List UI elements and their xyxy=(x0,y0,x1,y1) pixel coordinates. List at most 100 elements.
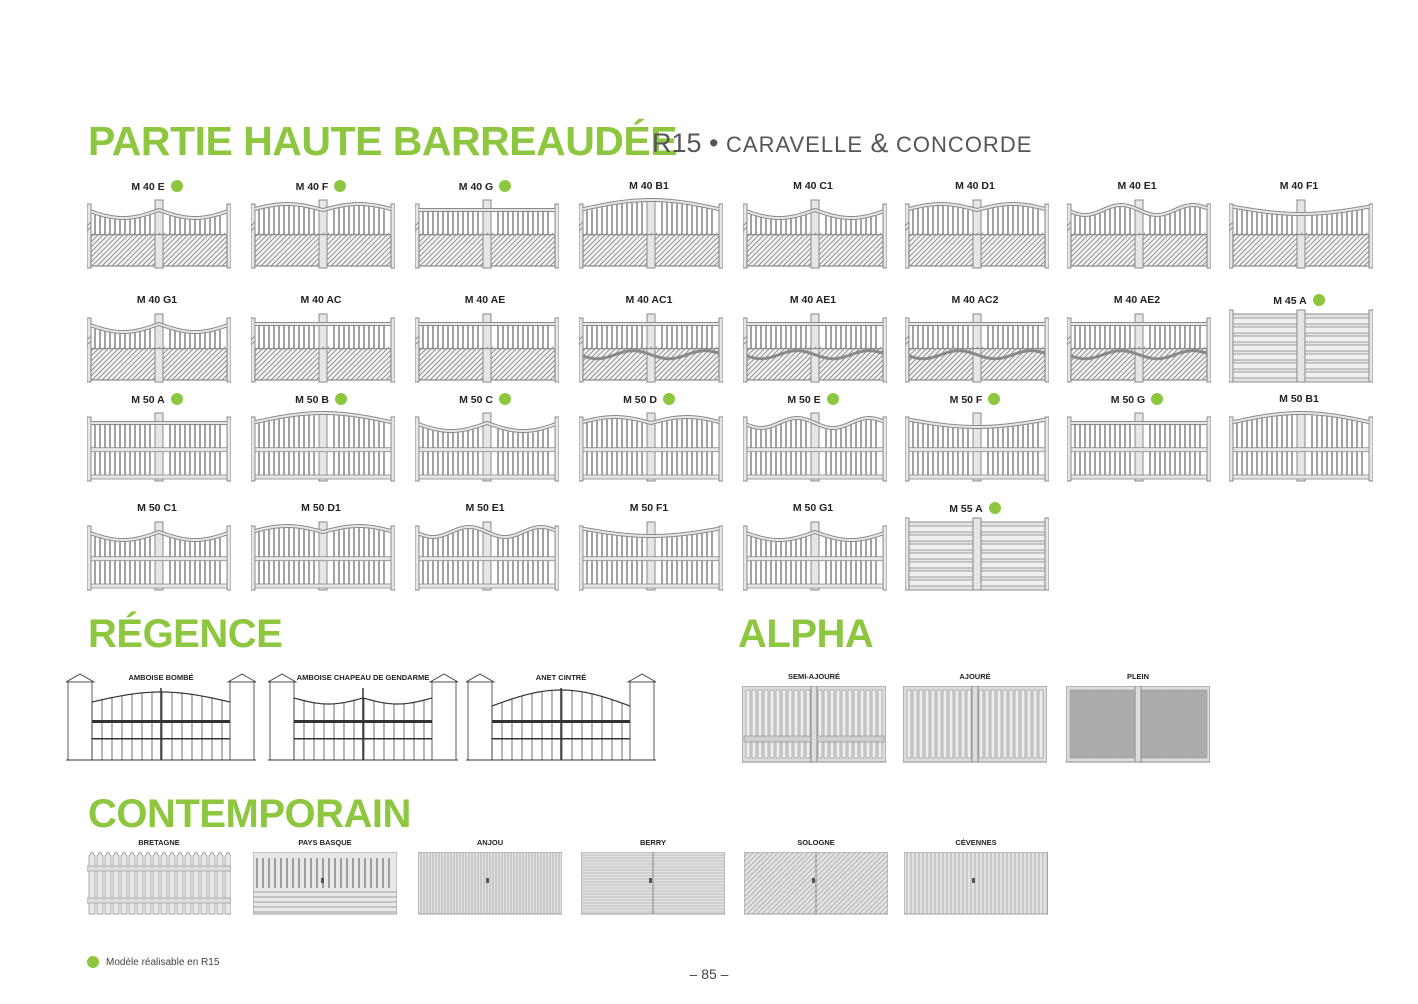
gate-drawing xyxy=(87,521,231,591)
gate-model-label: M 50 E xyxy=(743,393,883,406)
gate-model-label: M 40 F xyxy=(251,180,391,193)
contemporain-gate-card: SOLOGNE xyxy=(744,838,888,918)
page-title: PARTIE HAUTE BARREAUDÉE xyxy=(88,118,678,164)
gate-model-card: M 40 C1 xyxy=(743,180,887,280)
page-number: – 85 – xyxy=(689,966,729,982)
gate-model-name: M 50 F xyxy=(949,394,983,406)
gate-model-label: M 50 D xyxy=(579,393,719,406)
alpha-gate-card: AJOURÉ xyxy=(903,672,1047,764)
gate-model-name: M 50 E1 xyxy=(465,502,505,514)
gate-drawing xyxy=(87,412,231,482)
gate-model-name: M 40 D1 xyxy=(955,180,995,192)
contemporain-gate-label: BERRY xyxy=(640,838,666,847)
gate-model-card: M 40 G xyxy=(415,180,559,280)
r15-dot-icon xyxy=(988,393,1001,405)
gate-model-name: M 40 AC xyxy=(300,294,342,306)
gate-model-name: M 40 G xyxy=(458,181,494,193)
gate-model-name: M 40 F xyxy=(295,181,329,193)
gate-drawing xyxy=(905,313,1049,383)
gate-drawing xyxy=(415,199,559,269)
gate-model-name: M 50 A xyxy=(131,394,165,406)
gate-model-label: M 40 AC xyxy=(251,294,391,306)
gate-model-name: M 50 G xyxy=(1110,394,1146,406)
gate-model-label: M 50 A xyxy=(87,393,227,406)
gate-drawing xyxy=(415,412,559,482)
page-subtitle: R15 • CARAVELLE & CONCORDE xyxy=(652,128,1032,159)
regence-gate-card: AMBOISE BOMBÉ xyxy=(64,668,258,764)
gate-model-card: M 50 B1 xyxy=(1229,393,1373,493)
contemporain-gate-label: PAYS BASQUE xyxy=(298,838,352,847)
gate-model-label: M 40 G1 xyxy=(87,294,227,306)
gate-drawing xyxy=(743,412,887,482)
gate-model-card: M 55 A xyxy=(905,502,1049,602)
gate-model-label: M 50 G1 xyxy=(743,502,883,514)
contemporain-gate-label: SOLOGNE xyxy=(797,838,835,847)
gate-model-label: M 40 C1 xyxy=(743,180,883,192)
gate-model-card: M 40 AC xyxy=(251,294,395,394)
gate-model-name: M 50 B1 xyxy=(1279,393,1319,405)
gate-model-card: M 40 E1 xyxy=(1067,180,1211,280)
gate-model-label: M 40 AE1 xyxy=(743,294,883,306)
gate-drawing xyxy=(87,313,231,383)
gate-model-label: M 40 E xyxy=(87,180,227,193)
gate-drawing xyxy=(251,521,395,591)
gate-model-card: M 40 AC1 xyxy=(579,294,723,394)
gate-drawing xyxy=(1067,313,1211,383)
regence-gate-label: ANET CINTRÉ xyxy=(535,673,587,682)
gate-model-card: M 50 G xyxy=(1067,393,1211,493)
regence-gate-card: ANET CINTRÉ xyxy=(464,668,658,764)
gate-drawing xyxy=(905,412,1049,482)
gate-model-card: M 50 G1 xyxy=(743,502,887,602)
gate-model-name: M 40 E xyxy=(131,181,165,193)
contemporain-gate-drawing xyxy=(253,852,397,915)
gate-model-name: M 50 F1 xyxy=(629,502,669,514)
gate-model-name: M 40 F1 xyxy=(1279,180,1319,192)
gate-model-name: M 40 E1 xyxy=(1117,180,1157,192)
alpha-gate-card: PLEIN xyxy=(1066,672,1210,764)
gate-model-label: M 50 F xyxy=(905,393,1045,406)
gate-model-label: M 40 B1 xyxy=(579,180,719,192)
subtitle-ampersand: & xyxy=(870,128,889,158)
alpha-gate-drawing xyxy=(1066,686,1210,763)
gate-model-label: M 40 AC1 xyxy=(579,294,719,306)
contemporain-gate-label: BRETAGNE xyxy=(138,838,180,847)
contemporain-gate-drawing xyxy=(581,852,725,915)
gate-model-card: M 50 F1 xyxy=(579,502,723,602)
gate-model-name: M 40 B1 xyxy=(629,180,669,192)
contemporain-gate-drawing xyxy=(904,852,1048,915)
gate-drawing xyxy=(743,313,887,383)
gate-model-card: M 40 AE2 xyxy=(1067,294,1211,394)
contemporain-gate-card: BRETAGNE xyxy=(87,838,231,918)
r15-dot-icon xyxy=(498,393,511,405)
gate-model-label: M 45 A xyxy=(1229,294,1369,307)
subtitle-concorde: CONCORDE xyxy=(896,132,1033,157)
gate-model-card: M 40 F xyxy=(251,180,395,280)
gate-model-card: M 40 F1 xyxy=(1229,180,1373,280)
gate-drawing xyxy=(743,521,887,591)
gate-model-name: M 50 E xyxy=(787,394,821,406)
gate-drawing xyxy=(743,199,887,269)
alpha-gate-card: SEMI-AJOURÉ xyxy=(742,672,886,764)
gate-model-card: M 40 D1 xyxy=(905,180,1049,280)
alpha-gate-label: SEMI-AJOURÉ xyxy=(787,672,841,681)
alpha-gate-drawing xyxy=(903,686,1047,763)
subtitle-caravelle: CARAVELLE xyxy=(726,132,863,157)
r15-dot-icon xyxy=(170,180,183,192)
subtitle-separator: • xyxy=(709,128,719,158)
gate-model-card: M 40 AC2 xyxy=(905,294,1049,394)
contemporain-gate-label: ANJOU xyxy=(476,838,504,847)
gate-model-card: M 50 E1 xyxy=(415,502,559,602)
gate-drawing xyxy=(579,412,723,482)
gate-model-card: M 40 AE1 xyxy=(743,294,887,394)
r15-dot-icon xyxy=(334,393,347,405)
gate-model-card: M 50 E xyxy=(743,393,887,493)
gate-model-card: M 40 E xyxy=(87,180,231,280)
gate-model-label: M 40 E1 xyxy=(1067,180,1207,192)
r15-dot-icon xyxy=(499,180,512,192)
gate-model-label: M 50 F1 xyxy=(579,502,719,514)
gate-drawing xyxy=(579,521,723,591)
gate-model-name: M 40 AE1 xyxy=(789,294,837,306)
gate-model-label: M 40 AE2 xyxy=(1067,294,1207,306)
gate-model-label: M 50 G xyxy=(1067,393,1207,406)
r15-dot-icon xyxy=(170,393,183,405)
